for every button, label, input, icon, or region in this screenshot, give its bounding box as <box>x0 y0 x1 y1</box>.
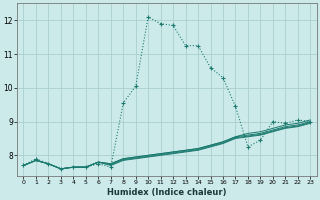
X-axis label: Humidex (Indice chaleur): Humidex (Indice chaleur) <box>107 188 227 197</box>
